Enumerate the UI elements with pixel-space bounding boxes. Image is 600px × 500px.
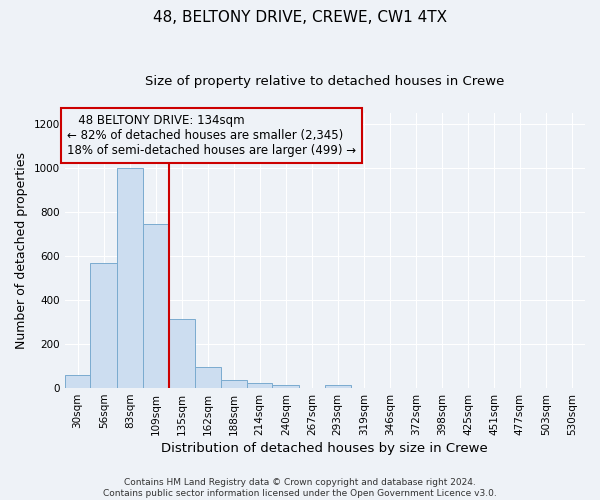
Text: Contains HM Land Registry data © Crown copyright and database right 2024.
Contai: Contains HM Land Registry data © Crown c… — [103, 478, 497, 498]
Bar — [65, 375, 91, 388]
Bar — [325, 386, 350, 388]
Bar — [272, 386, 299, 388]
Bar — [143, 224, 169, 388]
Bar — [117, 168, 143, 388]
Bar — [169, 318, 195, 388]
Title: Size of property relative to detached houses in Crewe: Size of property relative to detached ho… — [145, 75, 505, 88]
Bar — [247, 382, 272, 388]
X-axis label: Distribution of detached houses by size in Crewe: Distribution of detached houses by size … — [161, 442, 488, 455]
Y-axis label: Number of detached properties: Number of detached properties — [15, 152, 28, 349]
Text: 48 BELTONY DRIVE: 134sqm
← 82% of detached houses are smaller (2,345)
18% of sem: 48 BELTONY DRIVE: 134sqm ← 82% of detach… — [67, 114, 356, 157]
Text: 48, BELTONY DRIVE, CREWE, CW1 4TX: 48, BELTONY DRIVE, CREWE, CW1 4TX — [153, 10, 447, 25]
Bar — [195, 367, 221, 388]
Bar — [91, 262, 117, 388]
Bar — [221, 380, 247, 388]
